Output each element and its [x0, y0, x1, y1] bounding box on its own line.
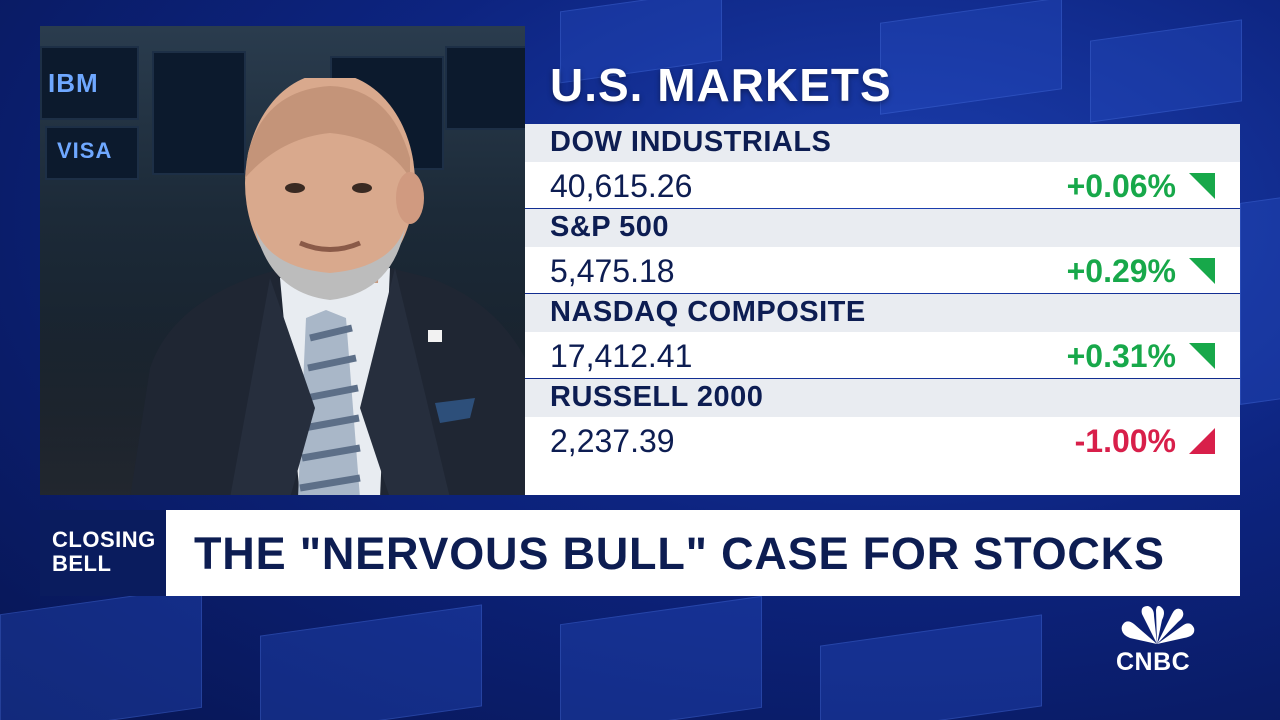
index-name-row: DOW INDUSTRIALS [525, 124, 1240, 162]
peacock-icon [1121, 605, 1195, 644]
index-value: 40,615.26 [550, 168, 693, 204]
index-name: NASDAQ COMPOSITE [550, 296, 866, 328]
show-tag-text: CLOSING BELL [52, 528, 156, 576]
bg-tile [260, 604, 482, 720]
bg-tile [880, 0, 1062, 115]
bg-tile [820, 614, 1042, 720]
background-screen-ibm: IBM [40, 46, 139, 120]
index-name-row: NASDAQ COMPOSITE [525, 294, 1240, 332]
lower-third: CLOSING BELL THE "NERVOUS BULL" CASE FOR… [40, 510, 1240, 596]
index-value-row: 2,237.39 -1.00% [525, 417, 1240, 495]
bg-tile [1090, 19, 1242, 123]
headline-box: THE "NERVOUS BULL" CASE FOR STOCKS [166, 510, 1240, 596]
index-value: 5,475.18 [550, 253, 675, 289]
background-screen [152, 51, 246, 175]
triangle-up-icon [1189, 173, 1215, 199]
screen-text: IBM [48, 68, 99, 98]
bg-tile [1240, 197, 1280, 405]
index-change: +0.29% [1066, 253, 1176, 289]
index-value-row: 5,475.18 +0.29% [525, 247, 1240, 293]
triangle-up-icon [1189, 343, 1215, 369]
index-name-row: RUSSELL 2000 [525, 379, 1240, 417]
show-tag: CLOSING BELL [40, 510, 166, 596]
index-change: +0.06% [1066, 168, 1176, 204]
background-screen-visa: VISA [45, 126, 139, 180]
show-tag-line2: BELL [52, 551, 112, 576]
background-screen [445, 46, 525, 130]
index-value-row: 40,615.26 +0.06% [525, 162, 1240, 208]
index-change: -1.00% [1074, 423, 1176, 459]
guest-person [130, 78, 525, 495]
cnbc-logo-text: CNBC [1116, 648, 1191, 676]
index-name: S&P 500 [550, 211, 670, 243]
index-name: DOW INDUSTRIALS [550, 126, 832, 158]
index-value: 17,412.41 [550, 338, 693, 374]
index-value-row: 17,412.41 +0.31% [525, 332, 1240, 378]
headline: THE "NERVOUS BULL" CASE FOR STOCKS [194, 528, 1165, 579]
screen-text: VISA [57, 138, 113, 163]
index-name: RUSSELL 2000 [550, 381, 764, 413]
index-name-row: S&P 500 [525, 209, 1240, 247]
bg-tile [560, 595, 762, 720]
video-feed: IBM VISA [40, 26, 525, 495]
markets-title: U.S. MARKETS [550, 59, 892, 111]
show-tag-line1: CLOSING [52, 527, 156, 552]
triangle-down-icon [1189, 428, 1215, 454]
index-change: +0.31% [1066, 338, 1176, 374]
index-value: 2,237.39 [550, 423, 675, 459]
bg-tile [0, 585, 202, 720]
triangle-up-icon [1189, 258, 1215, 284]
